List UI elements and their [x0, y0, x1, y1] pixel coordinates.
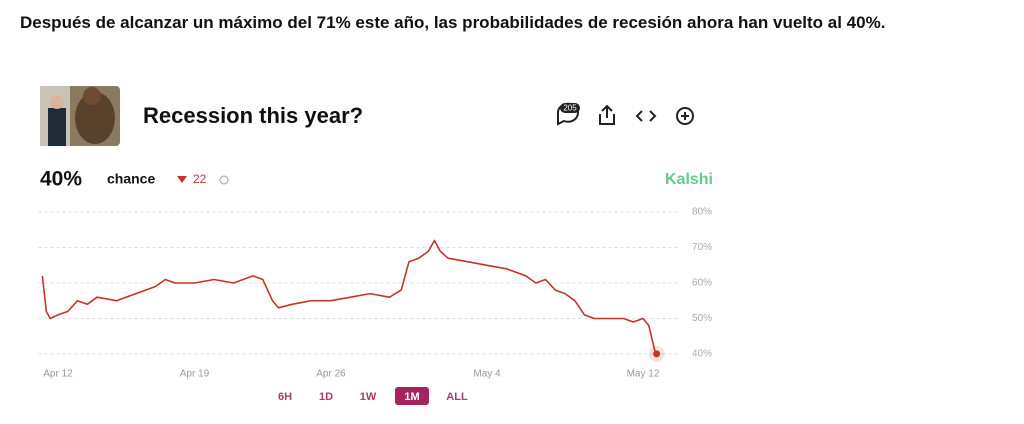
- end-point: [653, 350, 661, 358]
- line: [41, 239, 658, 355]
- change-value: 22: [193, 172, 207, 186]
- range-button[interactable]: 1W: [360, 391, 377, 403]
- change-arrow: [177, 176, 187, 183]
- thumbnail: [40, 86, 120, 146]
- range-button[interactable]: 6H: [278, 391, 292, 403]
- y-tick-label: 40%: [692, 349, 712, 360]
- caption: Después de alcanzar un máximo del 71% es…: [20, 13, 886, 32]
- range-button[interactable]: 1M: [404, 391, 419, 403]
- x-tick-label: May 12: [627, 369, 660, 380]
- current-text: chance: [107, 171, 155, 187]
- range-button[interactable]: 1D: [319, 391, 333, 403]
- range-button[interactable]: ALL: [446, 391, 468, 403]
- range-selected: [395, 387, 429, 405]
- y-tick-label: 50%: [692, 313, 712, 324]
- embed-icon[interactable]: [635, 110, 657, 122]
- chart-title: Recession this year?: [143, 103, 363, 128]
- source: Kalshi: [665, 171, 713, 188]
- x-tick-label: Apr 19: [180, 369, 210, 380]
- info-icon[interactable]: [219, 175, 229, 185]
- comments-icon[interactable]: 205: [557, 102, 580, 126]
- current-value: 40%: [40, 168, 82, 191]
- x-tick-label: Apr 26: [316, 369, 346, 380]
- x-tick-label: May 4: [473, 369, 501, 380]
- y-tick-label: 70%: [692, 242, 712, 253]
- x-tick-label: Apr 12: [43, 369, 73, 380]
- y-tick-label: 80%: [692, 207, 712, 218]
- share-icon[interactable]: [599, 104, 615, 125]
- add-icon[interactable]: [676, 107, 694, 125]
- comment-count: 205: [563, 104, 577, 113]
- y-tick-label: 60%: [692, 278, 712, 289]
